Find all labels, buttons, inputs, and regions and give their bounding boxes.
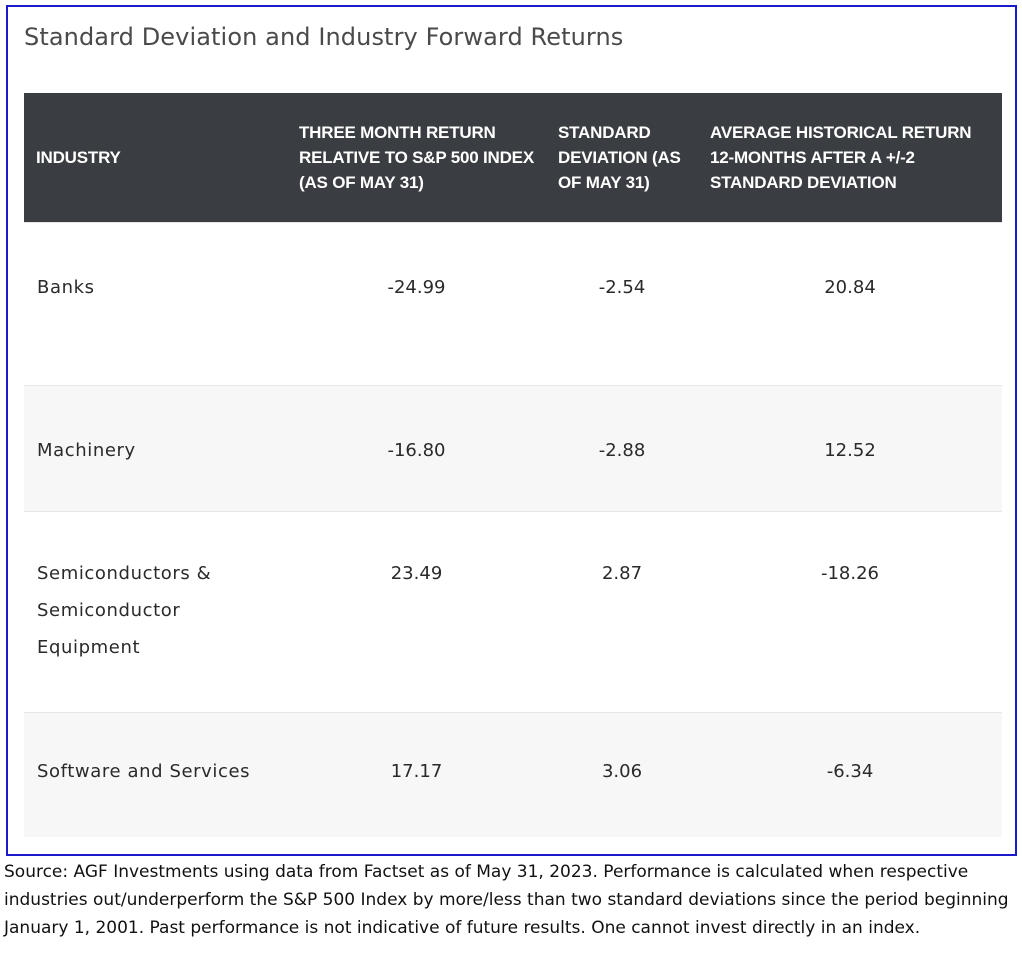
column-header-three-month-return: THREE MONTH RETURN RELATIVE TO S&P 500 I… — [299, 122, 534, 192]
standard-deviation-cell: 3.06 — [546, 711, 698, 837]
standard-deviation-cell: 2.87 — [546, 510, 698, 712]
standard-deviation-cell: -2.88 — [546, 384, 698, 511]
data-table: INDUSTRY THREE MONTH RETURN RELATIVE TO … — [24, 93, 1002, 837]
three-month-return-cell: 23.49 — [287, 510, 546, 712]
table-row: Banks -24.99 -2.54 20.84 — [24, 221, 1002, 385]
industry-cell: Semiconductors & Semiconductor Equipment — [24, 510, 287, 712]
three-month-return-cell: -24.99 — [287, 221, 546, 385]
column-header-standard-deviation: STANDARD DEVIATION (AS OF MAY 31) — [558, 122, 681, 192]
industry-cell: Banks — [24, 221, 287, 385]
average-return-cell: 20.84 — [698, 221, 1002, 385]
industry-cell: Machinery — [24, 384, 287, 511]
three-month-return-cell: -16.80 — [287, 384, 546, 511]
header-row: INDUSTRY THREE MONTH RETURN RELATIVE TO … — [24, 93, 1002, 222]
industry-cell: Software and Services — [24, 711, 287, 837]
average-return-cell: -18.26 — [698, 510, 1002, 712]
average-return-cell: 12.52 — [698, 384, 1002, 511]
three-month-return-cell: 17.17 — [287, 711, 546, 837]
column-header-average-historical-return: AVERAGE HISTORICAL RETURN 12-MONTHS AFTE… — [710, 122, 972, 192]
chart-frame: Standard Deviation and Industry Forward … — [6, 5, 1017, 856]
chart-title: Standard Deviation and Industry Forward … — [24, 23, 624, 51]
table-row: Machinery -16.80 -2.88 12.52 — [24, 384, 1002, 511]
standard-deviation-cell: -2.54 — [546, 221, 698, 385]
table-row: Software and Services 17.17 3.06 -6.34 — [24, 711, 1002, 837]
average-return-cell: -6.34 — [698, 711, 1002, 837]
column-header-industry: INDUSTRY — [36, 147, 121, 167]
table-row: Semiconductors & Semiconductor Equipment… — [24, 510, 1002, 712]
source-note: Source: AGF Investments using data from … — [4, 862, 1009, 938]
